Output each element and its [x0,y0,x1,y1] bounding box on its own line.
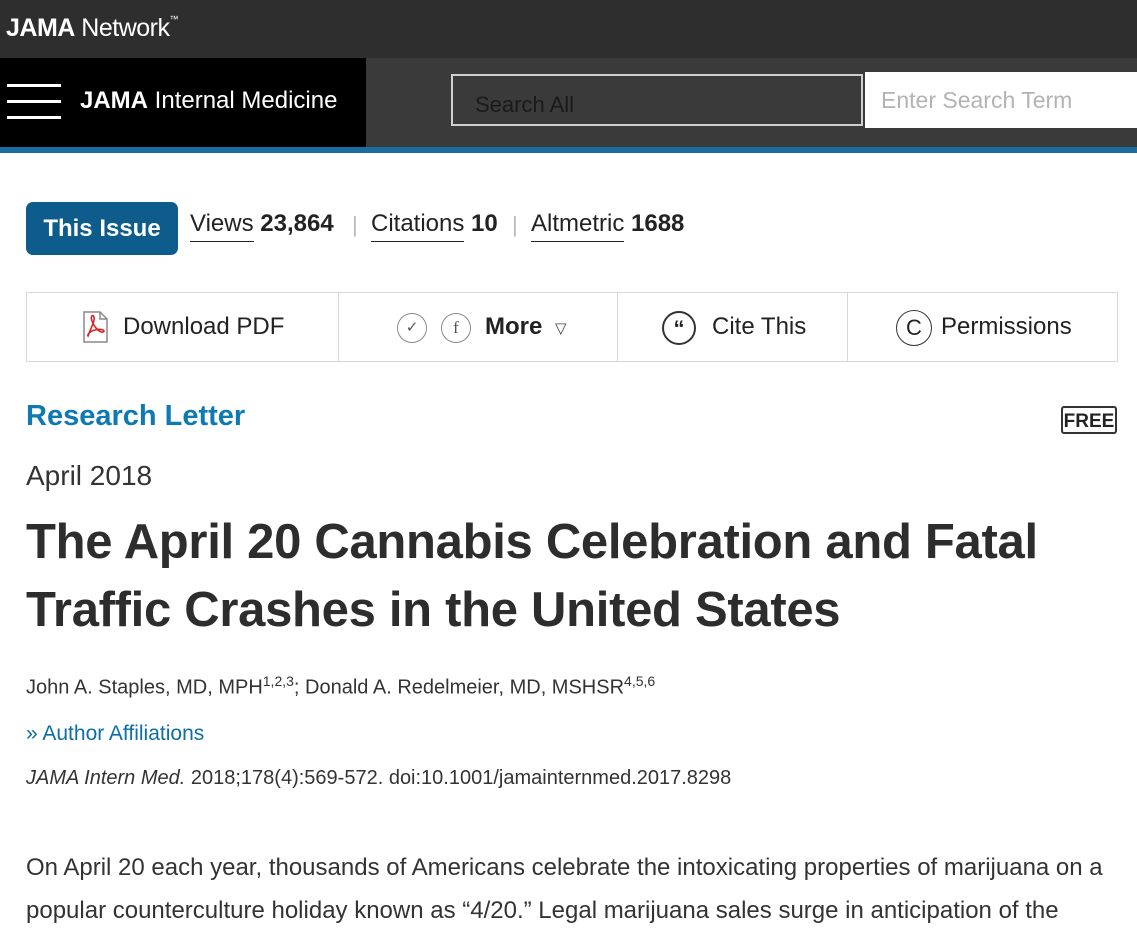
this-issue-button[interactable]: This Issue [26,202,178,255]
citation-journal: JAMA Intern Med. [26,767,186,789]
menu-icon[interactable] [7,84,61,120]
search-input[interactable] [865,72,1137,128]
facebook-icon[interactable]: f [441,313,471,343]
journal-block: JAMA Internal Medicine [0,58,366,147]
copyright-icon: C [896,310,932,346]
altmetric-value: 1688 [631,210,685,237]
download-pdf-button[interactable]: Download PDF [27,293,339,361]
article-title: The April 20 Cannabis Celebration and Fa… [26,515,1038,637]
caret-down-icon: ▽ [555,320,567,337]
jama-network-logo[interactable]: JAMA Network™ [6,14,178,42]
pdf-icon [83,311,108,343]
views-value: 23,864 [260,210,334,237]
twitter-icon[interactable]: ✓ [397,313,427,343]
network-topbar: JAMA Network™ [0,0,1137,58]
free-badge: FREE [1061,406,1117,434]
quote-icon: “ [662,311,696,345]
altmetric-metric[interactable]: Altmetric 1688 [531,210,685,242]
citations-metric[interactable]: Citations 10 [371,210,498,242]
citation-line: JAMA Intern Med. 2018;178(4):569-572. do… [26,767,731,790]
author-affiliations-label: Author Affiliations [42,722,205,745]
header-accent-rule [0,147,1137,153]
share-more-button[interactable]: ✓ f More ▽ [339,293,618,361]
search-scope-dropdown[interactable]: Search All [451,74,863,126]
article-type: Research Letter [26,400,246,432]
citation-details: 2018;178(4):569-572. doi:10.1001/jamaint… [185,767,732,789]
article-toolbar: Download PDF ✓ f More ▽ “ Cite This C Pe… [26,292,1118,362]
author-name[interactable]: Donald A. Redelmeier, MD, MSHSR [305,676,625,699]
article-body: On April 20 each year, thousands of Amer… [26,854,1103,924]
permissions-label: Permissions [941,313,1072,340]
author-name[interactable]: John A. Staples, MD, MPH [26,676,263,699]
journal-logo[interactable]: JAMA Internal Medicine [80,87,338,114]
metric-separator: | [352,212,358,237]
affiliation-refs: 1,2,3 [262,673,294,689]
citations-value: 10 [471,210,498,237]
citations-label: Citations [371,210,465,242]
journal-navbar: JAMA Internal Medicine Search All [0,58,1137,147]
affiliation-refs: 4,5,6 [624,673,656,689]
double-chevron-icon: » [26,722,38,745]
more-label: More [485,313,543,340]
metric-separator: | [512,212,518,237]
issue-date: April 2018 [26,460,153,491]
altmetric-label: Altmetric [531,210,625,242]
views-label: Views [190,210,254,242]
cite-this-button[interactable]: “ Cite This [618,293,848,361]
permissions-button[interactable]: C Permissions [848,293,1119,361]
views-metric[interactable]: Views 23,864 [190,210,334,242]
cite-this-label: Cite This [712,313,807,340]
download-pdf-label: Download PDF [123,313,285,340]
author-list: John A. Staples, MD, MPH1,2,3; Donald A.… [26,673,656,699]
author-affiliations-toggle[interactable]: » Author Affiliations [26,722,204,746]
